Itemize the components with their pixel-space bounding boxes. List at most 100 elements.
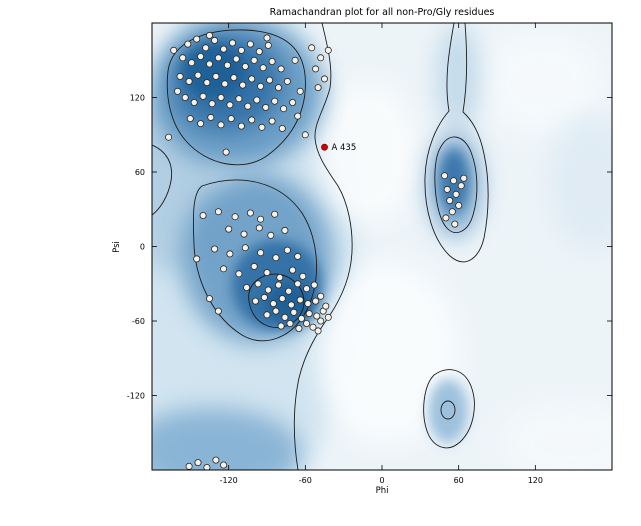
- data-point: [231, 213, 239, 221]
- data-point: [303, 319, 311, 327]
- data-point: [197, 52, 205, 60]
- contour-line: [423, 369, 475, 449]
- data-point: [269, 300, 277, 308]
- data-point: [278, 125, 286, 133]
- data-point: [280, 105, 288, 113]
- data-point: [268, 58, 276, 66]
- data-point: [252, 297, 260, 305]
- data-point: [457, 182, 465, 190]
- data-point: [225, 225, 233, 233]
- tick-label: 0: [379, 476, 384, 485]
- data-point: [272, 307, 280, 315]
- data-point: [450, 177, 458, 185]
- data-point: [241, 244, 249, 252]
- data-point: [275, 281, 283, 289]
- data-point: [317, 292, 325, 300]
- data-point: [190, 99, 198, 107]
- data-point: [281, 313, 289, 321]
- data-point: [271, 210, 279, 218]
- data-point: [305, 310, 313, 318]
- data-point: [277, 65, 285, 73]
- data-point: [297, 314, 305, 322]
- data-point: [206, 60, 214, 68]
- data-point: [194, 71, 202, 79]
- data-point: [299, 272, 307, 280]
- data-point: [314, 84, 322, 92]
- data-point: [174, 87, 182, 95]
- data-point: [207, 113, 215, 121]
- data-point: [170, 46, 178, 54]
- data-point: [188, 59, 196, 67]
- density-blob: [182, 43, 246, 99]
- data-point: [277, 322, 285, 330]
- data-point: [281, 226, 289, 234]
- data-point: [223, 61, 231, 69]
- data-point: [211, 36, 219, 44]
- data-point: [283, 246, 291, 254]
- data-point: [248, 116, 256, 124]
- data-point: [324, 313, 332, 321]
- data-point: [443, 185, 451, 193]
- tick-label: -120: [127, 392, 145, 401]
- data-point: [257, 249, 265, 257]
- data-point: [181, 94, 189, 102]
- contour-line: [424, 23, 489, 263]
- data-point: [441, 172, 449, 180]
- data-point: [257, 215, 265, 223]
- data-point: [179, 54, 187, 62]
- data-point: [217, 94, 225, 102]
- data-point: [289, 266, 297, 274]
- data-point: [229, 39, 237, 47]
- data-point: [296, 296, 304, 304]
- density-blob: [482, 33, 602, 133]
- contour-line: [152, 144, 173, 216]
- data-point: [194, 459, 202, 467]
- data-point: [230, 74, 238, 82]
- data-point: [211, 245, 219, 253]
- data-point: [184, 40, 192, 48]
- data-point: [235, 95, 243, 103]
- data-point: [206, 295, 214, 303]
- data-point: [246, 209, 254, 217]
- density-blob: [502, 403, 612, 470]
- contour-line: [293, 23, 353, 470]
- data-point: [295, 324, 303, 332]
- data-point: [313, 312, 321, 320]
- contour-line: [192, 179, 317, 342]
- data-point: [240, 230, 248, 238]
- data-point: [290, 308, 298, 316]
- chart-title: Ramachandran plot for all non-Pro/Gly re…: [270, 7, 495, 18]
- data-point: [193, 35, 201, 43]
- data-point: [317, 317, 325, 325]
- data-point: [214, 307, 222, 315]
- data-point: [250, 262, 258, 270]
- y-axis-label: Psi: [112, 241, 122, 253]
- data-point: [266, 76, 274, 84]
- data-point: [262, 103, 270, 111]
- data-point: [254, 280, 262, 288]
- tick-label: 120: [130, 94, 145, 103]
- data-point: [291, 56, 299, 64]
- data-point: [185, 462, 193, 470]
- density-blob: [428, 379, 468, 443]
- plot-area: A 435 -120 -60 0 60 120 120 60 0 -60 -120: [127, 23, 612, 485]
- data-point: [278, 295, 286, 303]
- data-point: [272, 254, 280, 262]
- data-point: [260, 293, 268, 301]
- data-point: [239, 81, 247, 89]
- data-point: [222, 148, 230, 156]
- data-point: [310, 281, 318, 289]
- data-point: [460, 174, 468, 182]
- plot-border: [151, 22, 613, 471]
- data-point: [246, 40, 254, 48]
- data-point: [286, 319, 294, 327]
- data-point: [271, 97, 279, 105]
- data-point: [220, 45, 228, 53]
- data-point: [285, 287, 293, 295]
- data-point: [283, 77, 291, 85]
- highlight-label: A 435: [332, 143, 357, 153]
- data-point: [263, 311, 271, 319]
- data-point: [257, 82, 265, 90]
- data-point: [232, 55, 240, 63]
